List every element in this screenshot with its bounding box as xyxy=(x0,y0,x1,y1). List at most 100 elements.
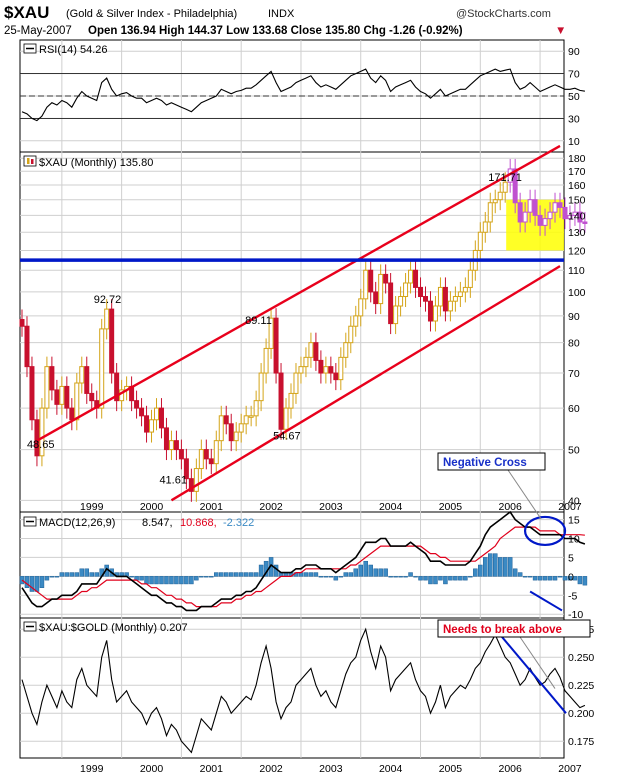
year-label-price: 2001 xyxy=(200,501,224,513)
macd-histogram-bar xyxy=(34,576,40,592)
price-bar-body xyxy=(198,449,204,470)
macd-histogram-bar xyxy=(144,576,149,585)
macd-histogram-bar xyxy=(542,576,548,581)
macd-histogram-bar xyxy=(54,576,60,578)
price-bar-body xyxy=(557,202,563,208)
macd-tick-label: 5 xyxy=(568,552,574,564)
macd-histogram-bar xyxy=(463,576,468,581)
ratio-line xyxy=(21,627,586,754)
price-bar-body xyxy=(423,296,428,302)
ratio-tick-label: 0.175 xyxy=(568,736,594,748)
macd-histogram-bar xyxy=(313,572,319,577)
price-bar-body xyxy=(178,449,184,460)
price-bar-body xyxy=(84,366,90,394)
price-bar-body xyxy=(343,342,349,358)
macd-histogram-bar xyxy=(473,568,478,577)
price-bar-body xyxy=(109,308,115,374)
ratio-panel xyxy=(19,617,565,759)
rsi-legend-text: RSI(14) 54.26 xyxy=(39,44,107,56)
price-bar-body xyxy=(19,319,25,327)
macd-histogram-bar xyxy=(258,564,264,577)
price-bar-body xyxy=(188,478,194,492)
macd-histogram-bar xyxy=(582,576,588,586)
macd-histogram-bar xyxy=(194,576,199,581)
price-bar-body xyxy=(238,423,244,433)
macd-histogram-bar xyxy=(243,572,249,577)
price-bar-body xyxy=(328,366,334,374)
macd-histogram-bar xyxy=(184,576,189,585)
macd-histogram-bar xyxy=(333,576,339,581)
macd-histogram-bar xyxy=(174,576,179,585)
macd-histogram-bar xyxy=(557,576,563,578)
macd-histogram-bar xyxy=(418,576,423,581)
price-bar-body xyxy=(442,286,448,312)
macd-histogram-bar xyxy=(478,564,483,577)
price-tick-label: 170 xyxy=(568,166,586,178)
macd-histogram-bar xyxy=(74,572,80,577)
price-bar-body xyxy=(293,372,299,394)
price-tick-label: 40 xyxy=(568,495,580,507)
year-label-price: 2000 xyxy=(140,501,164,513)
price-bar-body xyxy=(373,291,379,305)
price-bar-body xyxy=(477,231,483,251)
year-label-price: 2006 xyxy=(499,501,523,513)
macd-histogram-bar xyxy=(24,576,30,588)
price-bar-body xyxy=(173,440,179,451)
macd-histogram-bar xyxy=(547,576,553,581)
year-label-bottom: 2000 xyxy=(140,763,164,775)
macd-histogram-bar xyxy=(343,572,349,577)
year-label-bottom: 1999 xyxy=(80,763,104,775)
rsi-tick-label: 10 xyxy=(568,136,580,148)
macd-histogram-bar xyxy=(512,568,518,577)
year-label-bottom: 2003 xyxy=(319,763,343,775)
macd-histogram-bar xyxy=(453,576,458,581)
break-above-pointer xyxy=(519,636,556,689)
price-bar-body xyxy=(208,458,214,465)
price-bar-body xyxy=(542,218,548,226)
price-bar-body xyxy=(333,372,339,381)
macd-tick-label: -10 xyxy=(568,609,583,621)
chart-quote: Open 136.94 High 144.37 Low 133.68 Close… xyxy=(88,25,463,37)
macd-histogram-bar xyxy=(129,576,134,578)
price-bar-body xyxy=(462,286,468,293)
break-above-label: Needs to break above xyxy=(443,624,562,636)
price-bar-body xyxy=(567,214,573,220)
price-bar-body xyxy=(522,211,528,223)
year-label-bottom: 2007 xyxy=(558,763,582,775)
price-value-label: 89.11 xyxy=(245,315,272,327)
price-bar-body xyxy=(163,427,169,451)
macd-histogram-bar xyxy=(159,576,164,585)
macd-histogram-bar xyxy=(338,576,344,578)
macd-histogram-bar xyxy=(248,572,254,577)
macd-histogram-bar xyxy=(169,576,174,585)
price-value-label: 54.67 xyxy=(273,430,301,442)
price-bar-body xyxy=(69,407,75,421)
price-bar-body xyxy=(383,273,389,284)
price-bar-body xyxy=(243,415,249,425)
macd-histogram-bar xyxy=(363,560,368,577)
macd-histogram-bar xyxy=(423,576,428,581)
chart-name: (Gold & Silver Index - Philadelphia) xyxy=(66,8,237,20)
macd-histogram-bar xyxy=(219,572,224,577)
macd-histogram-bar xyxy=(532,576,538,581)
ratio-resistance-line xyxy=(499,634,567,714)
macd-histogram-bar xyxy=(223,572,229,577)
macd-histogram-bar xyxy=(199,576,204,578)
macd-histogram-bar xyxy=(69,572,75,577)
price-tick-label: 80 xyxy=(568,338,580,350)
price-bar-body xyxy=(273,317,279,374)
price-bar-body xyxy=(64,385,70,409)
price-tick-label: 150 xyxy=(568,195,586,207)
lower-trendline xyxy=(170,265,561,502)
macd-histogram-bar xyxy=(29,576,35,592)
price-bar-body xyxy=(203,449,209,460)
macd-histogram-bar xyxy=(388,576,393,578)
price-bar-body xyxy=(168,440,174,451)
price-tick-label: 60 xyxy=(568,403,580,415)
price-bar-body xyxy=(114,372,120,402)
price-bar-body xyxy=(298,366,304,374)
macd-histogram-bar xyxy=(502,557,508,577)
rsi-tick-label: 30 xyxy=(568,113,580,125)
price-bar-body xyxy=(398,296,404,307)
price-bar-body xyxy=(158,407,164,429)
